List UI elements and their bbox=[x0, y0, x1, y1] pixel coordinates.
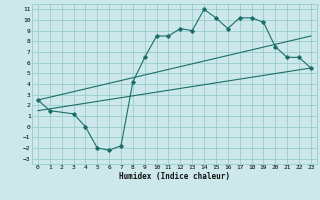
X-axis label: Humidex (Indice chaleur): Humidex (Indice chaleur) bbox=[119, 172, 230, 181]
